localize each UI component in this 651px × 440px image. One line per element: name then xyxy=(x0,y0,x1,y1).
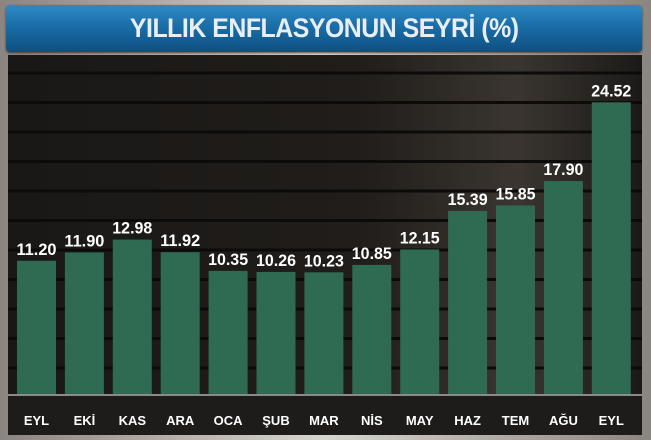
data-label: 12.98 xyxy=(112,219,152,238)
data-label: 11.20 xyxy=(17,240,57,259)
x-tick-label: KAS xyxy=(119,413,147,428)
data-label: 10.26 xyxy=(256,251,296,270)
x-tick-label: EKİ xyxy=(74,413,96,428)
x-tick-label: MAR xyxy=(309,413,339,428)
bar-eyl xyxy=(591,102,631,394)
data-label: 12.15 xyxy=(400,228,440,247)
bar-şub xyxy=(256,271,296,394)
bar-tem xyxy=(496,205,535,394)
x-tick-label: ARA xyxy=(166,413,195,428)
x-tick-label: AĞU xyxy=(549,413,578,428)
data-label: 11.92 xyxy=(160,231,200,250)
bar-oca xyxy=(208,270,248,394)
title-bar: YILLIK ENFLASYONUN SEYRİ (%) xyxy=(6,5,642,52)
x-tick-label: NİS xyxy=(361,413,383,428)
bar-may xyxy=(400,249,440,394)
category-strip xyxy=(8,395,642,435)
x-tick-label: EYL xyxy=(24,413,49,428)
data-label: 10.35 xyxy=(208,250,248,269)
bar-kas xyxy=(112,239,152,394)
data-label: 10.23 xyxy=(304,251,344,270)
data-label: 15.39 xyxy=(448,190,488,209)
bar-eki̇ xyxy=(64,252,104,394)
bar-ni̇s xyxy=(352,264,392,394)
data-label: 11.90 xyxy=(64,231,104,250)
x-tick-label: EYL xyxy=(599,413,624,428)
data-label: 17.90 xyxy=(543,160,583,179)
x-tick-label: ŞUB xyxy=(262,413,289,428)
data-label: 10.85 xyxy=(352,244,392,263)
bar-haz xyxy=(448,210,488,394)
bar-eyl xyxy=(17,260,56,394)
x-tick-label: HAZ xyxy=(454,413,481,428)
bar-mar xyxy=(304,272,344,394)
x-tick-label: TEM xyxy=(502,413,529,428)
data-label: 15.85 xyxy=(496,184,536,203)
data-label: 24.52 xyxy=(591,81,631,100)
bar-ara xyxy=(160,252,200,394)
x-tick-label: MAY xyxy=(406,413,434,428)
x-tick-label: OCA xyxy=(214,413,244,428)
bar-ağu xyxy=(543,181,583,394)
chart-title: YILLIK ENFLASYONUN SEYRİ (%) xyxy=(129,13,519,43)
